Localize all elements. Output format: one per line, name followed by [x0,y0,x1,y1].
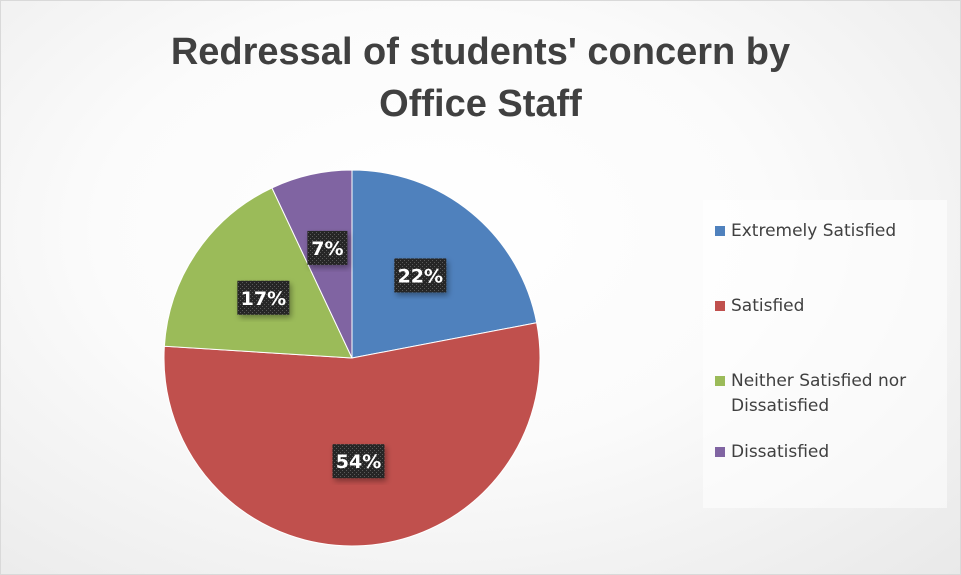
legend-label-neither: Neither Satisfied nor Dissatisfied [731,371,907,416]
data-label-text-satisfied: 54% [336,451,381,473]
data-label-neither: 17% [237,280,290,315]
legend-item-satisfied: Satisfied [715,294,946,319]
data-label-box-dissatisfied [307,230,348,265]
pie-slice-satisfied [163,322,541,547]
data-label-extremely-satisfied: 22% [394,258,447,293]
legend-swatch-satisfied [715,301,725,311]
chart-title-line-2: Office Staff [379,83,582,125]
legend: Extremely Satisfied Satisfied Neither Sa… [703,200,947,508]
data-label-text-extremely-satisfied: 22% [398,265,443,287]
data-label-box-satisfied [332,444,385,479]
data-label-text-dissatisfied: 7% [311,238,343,260]
pie-slice-neither [163,187,353,359]
data-label-dissatisfied: 7% [307,230,348,265]
legend-swatch-extremely-satisfied [715,226,725,236]
chart-title: Redressal of students' concern by Office… [0,26,961,130]
legend-label-satisfied: Satisfied [731,296,805,316]
legend-item-neither: Neither Satisfied nor Dissatisfied [715,369,946,419]
legend-swatch-dissatisfied [715,447,725,457]
legend-label-extremely-satisfied: Extremely Satisfied [731,221,897,241]
legend-label-dissatisfied: Dissatisfied [731,442,830,462]
legend-swatch-neither [715,376,725,386]
data-label-box-neither [237,280,290,315]
chart-title-line-1: Redressal of students' concern by [170,31,791,73]
legend-item-dissatisfied: Dissatisfied [715,440,946,465]
data-label-box-extremely-satisfied [394,258,447,293]
data-label-text-neither: 17% [241,288,286,310]
legend-item-extremely-satisfied: Extremely Satisfied [715,219,946,244]
data-label-satisfied: 54% [332,444,385,479]
